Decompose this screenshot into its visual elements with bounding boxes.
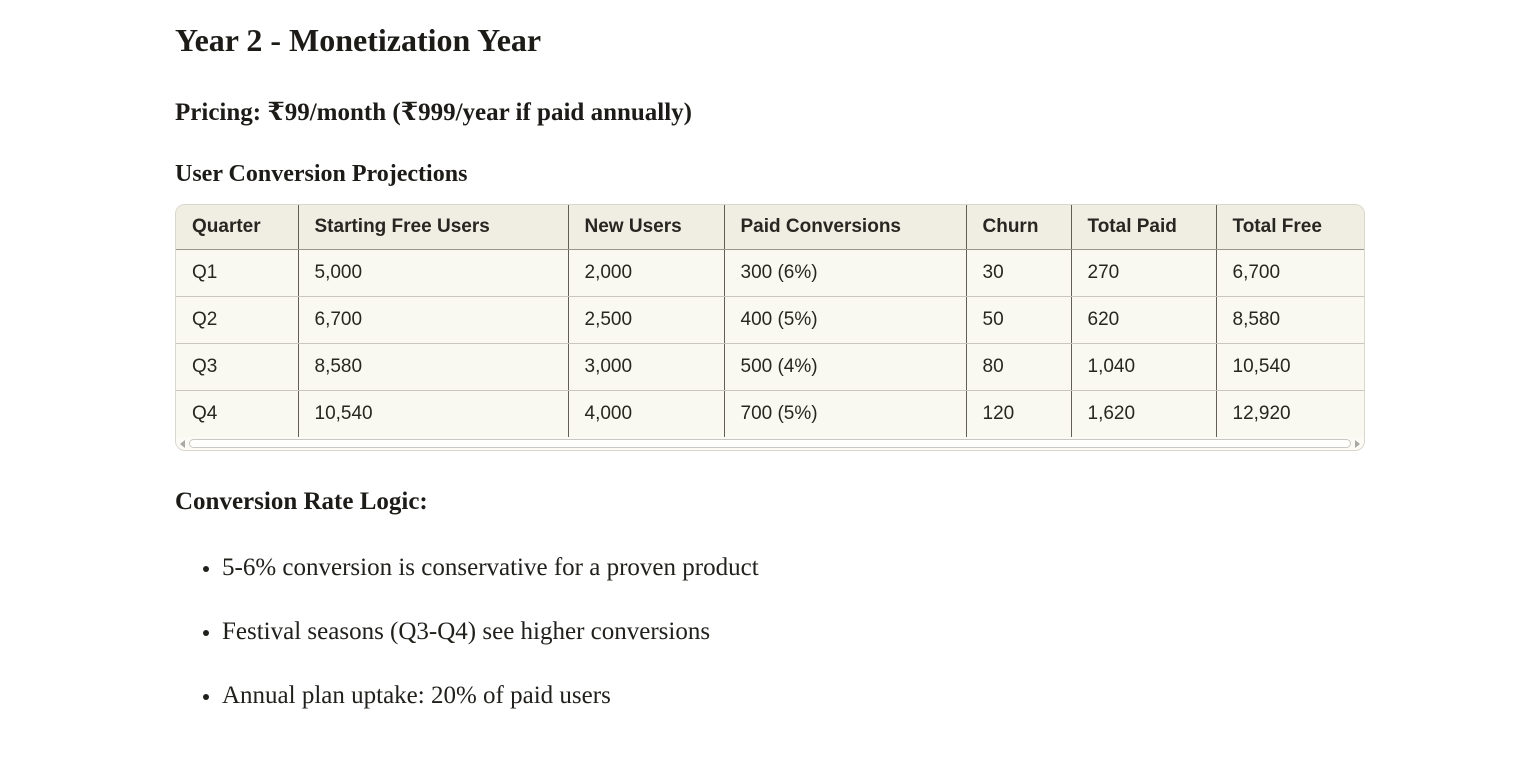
column-header-starting-free-users: Starting Free Users — [298, 205, 569, 250]
section-heading-logic: Conversion Rate Logic: — [175, 488, 428, 515]
scrollbar-right-arrow-icon[interactable] — [1355, 439, 1360, 448]
projections-table: Quarter Starting Free Users New Users Pa… — [176, 205, 1364, 437]
table-row-q3: Q3 8,580 3,000 500 (4%) 80 1,040 10,540 — [176, 343, 1364, 391]
table-cell: 400 (5%) — [724, 296, 967, 344]
table-cell: Q1 — [176, 249, 299, 297]
table-cell: Q2 — [176, 296, 299, 344]
column-header-new-users: New Users — [568, 205, 725, 250]
bullet-list: 5-6% conversion is conservative for a pr… — [175, 551, 1365, 712]
list-item: Annual plan uptake: 20% of paid users — [222, 679, 1365, 713]
table-cell: 30 — [966, 249, 1072, 297]
table-cell: 8,580 — [298, 343, 569, 391]
table-cell: 6,700 — [1216, 249, 1364, 297]
table-cell: 1,620 — [1071, 390, 1217, 437]
table-cell: 120 — [966, 390, 1072, 437]
table-cell: 1,040 — [1071, 343, 1217, 391]
table-cell: 5,000 — [298, 249, 569, 297]
table-cell: 3,000 — [568, 343, 725, 391]
table-cell: 2,500 — [568, 296, 725, 344]
section-heading-projections: User Conversion Projections — [175, 161, 468, 187]
column-header-total-free: Total Free — [1216, 205, 1364, 250]
document-page: Year 2 - Monetization Year Pricing: ₹99/… — [175, 0, 1365, 713]
column-header-quarter: Quarter — [176, 205, 299, 250]
table-header-row: Quarter Starting Free Users New Users Pa… — [176, 205, 1364, 250]
table-cell: 10,540 — [1216, 343, 1364, 391]
scrollbar-left-arrow-icon[interactable] — [180, 439, 185, 448]
table-cell: Q3 — [176, 343, 299, 391]
list-item: 5-6% conversion is conservative for a pr… — [222, 551, 1365, 585]
table-cell: 500 (4%) — [724, 343, 967, 391]
column-header-paid-conversions: Paid Conversions — [724, 205, 967, 250]
table-cell: 10,540 — [298, 390, 569, 437]
table-row-q4: Q4 10,540 4,000 700 (5%) 120 1,620 12,92… — [176, 390, 1364, 437]
scrollbar-thumb[interactable] — [189, 439, 1351, 448]
projections-table-container: Quarter Starting Free Users New Users Pa… — [175, 204, 1365, 451]
column-header-churn: Churn — [966, 205, 1072, 250]
table-horizontal-scrollbar[interactable] — [176, 437, 1364, 450]
column-header-total-paid: Total Paid — [1071, 205, 1217, 250]
table-cell: 12,920 — [1216, 390, 1364, 437]
table-cell: 700 (5%) — [724, 390, 967, 437]
table-cell: 300 (6%) — [724, 249, 967, 297]
list-item: Festival seasons (Q3-Q4) see higher conv… — [222, 615, 1365, 649]
table-cell: 2,000 — [568, 249, 725, 297]
table-cell: 50 — [966, 296, 1072, 344]
table-cell: Q4 — [176, 390, 299, 437]
table-cell: 8,580 — [1216, 296, 1364, 344]
table-cell: 620 — [1071, 296, 1217, 344]
table-cell: 6,700 — [298, 296, 569, 344]
page-title: Year 2 - Monetization Year — [175, 22, 542, 58]
table-row-q1: Q1 5,000 2,000 300 (6%) 30 270 6,700 — [176, 249, 1364, 297]
table-row-q2: Q2 6,700 2,500 400 (5%) 50 620 8,580 — [176, 296, 1364, 344]
table-cell: 270 — [1071, 249, 1217, 297]
table-cell: 4,000 — [568, 390, 725, 437]
table-cell: 80 — [966, 343, 1072, 391]
pricing-line: Pricing: ₹99/month (₹999/year if paid an… — [175, 98, 692, 126]
